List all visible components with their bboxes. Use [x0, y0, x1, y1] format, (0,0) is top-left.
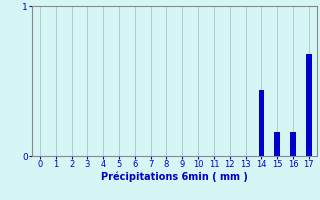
- Bar: [306, 54, 312, 156]
- Bar: [290, 132, 296, 156]
- X-axis label: Précipitations 6min ( mm ): Précipitations 6min ( mm ): [101, 172, 248, 182]
- Bar: [275, 132, 280, 156]
- Bar: [259, 90, 264, 156]
